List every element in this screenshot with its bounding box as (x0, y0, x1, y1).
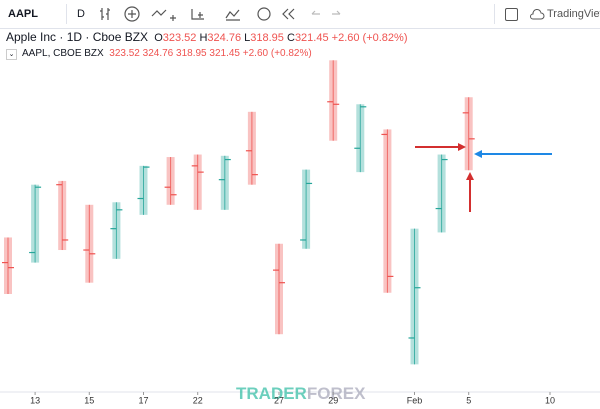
tool-icons (100, 6, 341, 22)
c-label: C (286, 32, 295, 44)
c-value: 321.45 (294, 32, 329, 44)
compare-icon[interactable] (124, 6, 140, 22)
watermark-a: TRADER (236, 384, 307, 403)
arrow-head (466, 172, 474, 180)
collapse-icon[interactable]: ⌄ (6, 49, 17, 60)
x-tick-label: 17 (138, 395, 148, 405)
symbol[interactable]: AAPL (8, 8, 38, 20)
cloud-icon (530, 9, 545, 20)
x-tick-label: 27 (274, 395, 284, 405)
series-name: AAPL, CBOE BZX (22, 48, 104, 59)
o-value: 323.52 (162, 32, 197, 44)
x-tick-label: 22 (193, 395, 203, 405)
change: +2.60 (+0.82%) (242, 48, 312, 59)
x-tick-label: 29 (328, 395, 338, 405)
plot (2, 60, 475, 365)
undo-icon[interactable] (311, 10, 320, 15)
change: +2.60 (+0.82%) (331, 32, 408, 44)
l-value: 318.95 (250, 32, 284, 44)
replay-icon[interactable] (225, 9, 240, 21)
legend-title: Apple Inc · 1D · Cboe BZX (6, 30, 149, 44)
c-value: 321.45 (209, 48, 240, 59)
watermark-b: FOREX (307, 384, 366, 403)
arrow-head (458, 143, 466, 151)
template-icon[interactable] (191, 9, 204, 20)
rewind-icon[interactable] (282, 8, 295, 20)
legend-line-2: ⌄ AAPL, CBOE BZX 323.52 324.76 318.95 32… (6, 46, 408, 61)
fullscreen-icon[interactable] (505, 8, 518, 21)
arrows (415, 143, 552, 212)
toolbar: AAPL D TradingView (0, 0, 600, 29)
brand[interactable]: TradingView (547, 8, 600, 20)
indicator-icon[interactable] (151, 9, 176, 21)
alert-icon[interactable] (257, 7, 271, 21)
redo-icon[interactable] (332, 10, 341, 15)
separator (494, 4, 495, 24)
l-label: L (244, 32, 251, 44)
arrow-head (474, 150, 482, 158)
o-label: O (154, 32, 163, 44)
bars-icon[interactable] (100, 8, 110, 20)
o-value: 323.52 (109, 48, 140, 59)
legend-line-1: Apple Inc · 1D · Cboe BZX O323.52 H324.7… (6, 30, 408, 46)
separator (66, 4, 67, 24)
h-label: H (199, 32, 208, 44)
h-value: 324.76 (142, 48, 174, 59)
x-tick-label: 15 (84, 395, 94, 405)
interval[interactable]: D (77, 8, 85, 20)
x-tick-label: 10 (545, 395, 555, 405)
l-value: 318.95 (176, 48, 207, 59)
x-tick-label: Feb (407, 395, 423, 405)
h-value: 324.76 (207, 32, 242, 44)
watermark: TRADERFOREX (236, 384, 366, 403)
legend: Apple Inc · 1D · Cboe BZX O323.52 H324.7… (6, 30, 408, 61)
x-tick-label: 5 (466, 395, 471, 405)
x-tick-label: 13 (30, 395, 40, 405)
